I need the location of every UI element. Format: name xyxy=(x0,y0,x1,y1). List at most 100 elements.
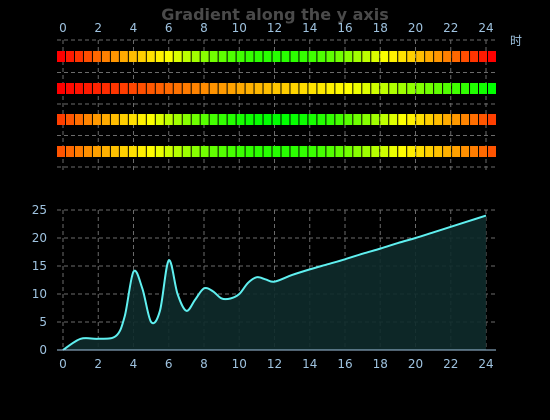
heatmap-x-tick: 4 xyxy=(130,21,138,35)
heatmap-cell xyxy=(443,114,452,125)
heatmap-cell xyxy=(218,51,227,62)
heatmap-cell xyxy=(317,51,326,62)
heatmap-cell xyxy=(173,114,182,125)
heatmap-x-tick: 8 xyxy=(200,21,208,35)
heatmap-cell xyxy=(425,51,434,62)
heatmap-cell xyxy=(281,51,290,62)
heatmap-x-tick: 12 xyxy=(267,21,282,35)
area-x-tick: 0 xyxy=(59,357,67,371)
heatmap-cell xyxy=(470,83,479,94)
heatmap-x-tick: 14 xyxy=(302,21,317,35)
heatmap-cell xyxy=(110,83,119,94)
heatmap-cell xyxy=(119,51,128,62)
heatmap-cell xyxy=(290,114,299,125)
heatmap-cell xyxy=(479,51,488,62)
heatmap-cells xyxy=(57,51,496,157)
heatmap-cell xyxy=(101,51,110,62)
heatmap-cell xyxy=(164,146,173,157)
heatmap-cell xyxy=(209,83,218,94)
area-x-tick: 8 xyxy=(200,357,208,371)
heatmap-cell xyxy=(227,83,236,94)
heatmap-cell xyxy=(191,146,200,157)
heatmap-cell xyxy=(479,83,488,94)
heatmap-cell xyxy=(434,51,443,62)
heatmap-cell xyxy=(308,146,317,157)
heatmap-cell xyxy=(407,114,416,125)
heatmap-cell xyxy=(137,51,146,62)
area-x-tick: 18 xyxy=(373,357,388,371)
heatmap-cell xyxy=(83,83,92,94)
heatmap-cell xyxy=(191,51,200,62)
heatmap-cell xyxy=(110,51,119,62)
heatmap-cell xyxy=(470,114,479,125)
heatmap-cell xyxy=(371,114,380,125)
heatmap-cell xyxy=(308,51,317,62)
heatmap-cell xyxy=(407,146,416,157)
heatmap-cell xyxy=(119,146,128,157)
heatmap-cell xyxy=(164,83,173,94)
heatmap-cell xyxy=(146,83,155,94)
heatmap-cell xyxy=(479,114,488,125)
heatmap-cell xyxy=(452,51,461,62)
heatmap-cell xyxy=(245,51,254,62)
area-y-ticks: 0 5 10 15 20 25 xyxy=(32,203,47,357)
area-x-tick: 14 xyxy=(302,357,317,371)
heatmap-cell xyxy=(173,51,182,62)
heatmap-cell xyxy=(146,114,155,125)
heatmap-cell xyxy=(146,51,155,62)
heatmap-cell xyxy=(371,51,380,62)
heatmap-cell xyxy=(398,114,407,125)
heatmap-cell xyxy=(335,146,344,157)
heatmap-cell xyxy=(344,51,353,62)
heatmap-x-ticks: 0 2 4 6 8 10 12 14 16 18 20 22 24 xyxy=(59,21,493,35)
heatmap-cell xyxy=(263,51,272,62)
heatmap-cell xyxy=(128,83,137,94)
heatmap-cell xyxy=(272,146,281,157)
heatmap-cell xyxy=(416,146,425,157)
heatmap-cell xyxy=(425,114,434,125)
heatmap-cell xyxy=(200,83,209,94)
heatmap-cell xyxy=(362,146,371,157)
heatmap-cell xyxy=(200,114,209,125)
heatmap-x-tick: 6 xyxy=(165,21,173,35)
area-x-tick: 16 xyxy=(337,357,352,371)
heatmap-cell xyxy=(389,114,398,125)
heatmap-cell xyxy=(407,51,416,62)
area-y-tick: 5 xyxy=(39,315,47,329)
heatmap-cell xyxy=(299,83,308,94)
heatmap-cell xyxy=(362,51,371,62)
heatmap-cell xyxy=(173,83,182,94)
heatmap-cell xyxy=(281,114,290,125)
heatmap-x-tick: 16 xyxy=(337,21,352,35)
heatmap-cell xyxy=(263,83,272,94)
heatmap-cell xyxy=(299,114,308,125)
heatmap-cell xyxy=(119,83,128,94)
heatmap-cell xyxy=(236,114,245,125)
heatmap-cell xyxy=(110,114,119,125)
heatmap-cell xyxy=(245,83,254,94)
heatmap-cell xyxy=(164,114,173,125)
area-x-tick: 22 xyxy=(443,357,458,371)
heatmap-cell xyxy=(317,146,326,157)
heatmap-cell xyxy=(326,114,335,125)
heatmap-cell xyxy=(380,83,389,94)
heatmap-cell xyxy=(92,114,101,125)
heatmap-cell xyxy=(281,146,290,157)
heatmap-cell xyxy=(191,114,200,125)
heatmap-cell xyxy=(425,146,434,157)
heatmap-cell xyxy=(290,51,299,62)
heatmap-cell xyxy=(461,146,470,157)
heatmap-cell xyxy=(245,114,254,125)
heatmap-cell xyxy=(299,146,308,157)
heatmap-cell xyxy=(245,146,254,157)
heatmap-cell xyxy=(470,51,479,62)
heatmap-cell xyxy=(317,83,326,94)
heatmap-cell xyxy=(128,114,137,125)
heatmap-cell xyxy=(488,146,496,157)
heatmap-cell xyxy=(353,146,362,157)
heatmap-cell xyxy=(326,51,335,62)
area-y-tick: 15 xyxy=(32,259,47,273)
heatmap-cell xyxy=(434,146,443,157)
heatmap-cell xyxy=(83,114,92,125)
